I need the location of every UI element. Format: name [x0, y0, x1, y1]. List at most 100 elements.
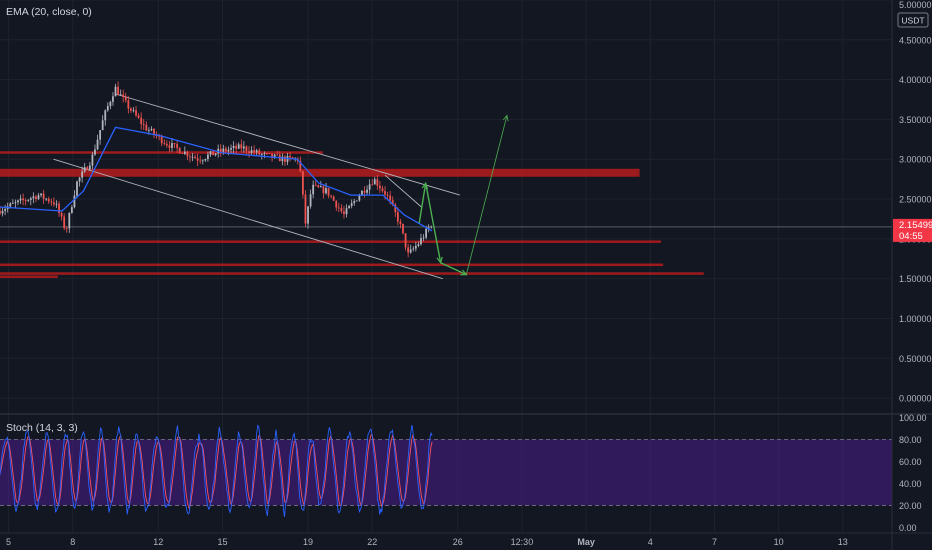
- candle-body: [24, 200, 27, 201]
- osc-axis[interactable]: 100.00 80.00 60.00 40.00 20.00 0.00: [899, 413, 927, 533]
- candle-body: [373, 179, 376, 185]
- candle-body: [142, 123, 145, 125]
- candle-body: [94, 149, 96, 155]
- price-tick-label: 4.00000: [899, 75, 932, 85]
- candle-body: [404, 233, 407, 248]
- candle-body: [325, 188, 327, 194]
- candle-body: [171, 143, 173, 148]
- candle-body: [427, 227, 430, 229]
- resistance-zone[interactable]: [0, 168, 640, 177]
- candle-body: [402, 223, 404, 234]
- stoch-d-line[interactable]: [0, 434, 433, 511]
- candle-body: [127, 100, 130, 109]
- candle-body: [114, 86, 117, 97]
- candle-body: [91, 154, 94, 166]
- time-tick-label: 4: [648, 537, 653, 547]
- candle-body: [389, 195, 392, 201]
- candle-body: [384, 191, 386, 195]
- candle-body: [150, 128, 153, 131]
- resistance-zone[interactable]: [0, 275, 58, 278]
- candle-body: [366, 189, 368, 193]
- trendlines: [53, 93, 461, 280]
- candle-body: [227, 149, 230, 152]
- candle-body: [165, 143, 168, 146]
- candle-body: [332, 196, 335, 201]
- resistance-zone[interactable]: [0, 272, 704, 275]
- candle-body: [58, 203, 60, 213]
- candle-body: [183, 151, 186, 154]
- candle-body: [407, 247, 410, 253]
- osc-tick-label: 100.00: [899, 413, 927, 423]
- candle-body: [266, 153, 268, 155]
- candle-body: [73, 195, 76, 208]
- trendline[interactable]: [115, 93, 461, 196]
- projection-leg[interactable]: [418, 183, 427, 224]
- stoch-legend[interactable]: Stoch (14, 3, 3): [6, 422, 78, 434]
- candle-body: [312, 184, 315, 195]
- time-axis[interactable]: 5 8 12 15 19 22 26 12:30 May 4 7 10 13: [6, 537, 848, 547]
- time-tick-label: 5: [6, 537, 11, 547]
- osc-tick-label: 0.00: [899, 523, 917, 533]
- candle-body: [353, 200, 356, 204]
- ema-line: [0, 126, 433, 232]
- candle-body: [201, 160, 204, 162]
- candle-body: [117, 86, 119, 95]
- candle-body: [191, 156, 194, 158]
- resistance-zone[interactable]: [0, 263, 664, 267]
- candle-body: [27, 199, 30, 201]
- candle-body: [430, 226, 433, 228]
- resistance-zone[interactable]: [0, 240, 661, 243]
- candle-body: [29, 198, 32, 200]
- candle-body: [255, 150, 258, 153]
- price-tick-label: 5.00000: [899, 0, 932, 10]
- candle-body: [96, 139, 99, 150]
- candle-body: [314, 184, 317, 186]
- candle-body: [11, 203, 14, 204]
- candle-body: [355, 200, 358, 202]
- candle-body: [391, 200, 394, 205]
- candle-body: [284, 156, 286, 162]
- time-tick-label: 19: [303, 537, 313, 547]
- candle-body: [268, 153, 271, 155]
- candle-body: [345, 208, 348, 215]
- candle-body: [181, 153, 184, 155]
- resistance-zone[interactable]: [0, 151, 324, 154]
- candle-body: [230, 148, 232, 150]
- candle-body: [119, 94, 122, 96]
- candle-body: [245, 146, 248, 152]
- projection-leg[interactable]: [440, 262, 467, 276]
- candle-body: [194, 156, 196, 159]
- candle-body: [124, 96, 127, 101]
- candle-body: [248, 151, 250, 153]
- candle-body: [330, 195, 333, 197]
- candle-body: [309, 194, 312, 207]
- ema-series[interactable]: [0, 126, 433, 232]
- ema-legend[interactable]: EMA (20, close, 0): [6, 6, 92, 18]
- candle-body: [160, 136, 163, 144]
- currency-label: USDT: [901, 16, 924, 26]
- candle-body: [45, 198, 48, 200]
- candle-body: [0, 210, 1, 214]
- candle-body: [132, 110, 135, 112]
- candle-body: [68, 212, 71, 229]
- projection-leg[interactable]: [424, 182, 442, 263]
- candle-body: [276, 154, 279, 156]
- candle-body: [209, 151, 212, 155]
- candle-body: [196, 158, 199, 161]
- trendline[interactable]: [384, 174, 422, 208]
- candle-body: [70, 207, 73, 213]
- candle-body: [145, 124, 148, 131]
- projection-leg[interactable]: [465, 115, 508, 275]
- candle-body: [47, 198, 50, 202]
- stoch-k-line[interactable]: [0, 424, 433, 517]
- candle-body: [414, 245, 417, 249]
- candle-body: [319, 186, 322, 188]
- candle-body: [399, 221, 402, 224]
- trendline[interactable]: [53, 158, 443, 280]
- time-tick-label: 10: [774, 537, 784, 547]
- candle-body: [214, 153, 217, 156]
- currency-badge[interactable]: USDT: [897, 12, 929, 28]
- candle-body: [78, 177, 81, 182]
